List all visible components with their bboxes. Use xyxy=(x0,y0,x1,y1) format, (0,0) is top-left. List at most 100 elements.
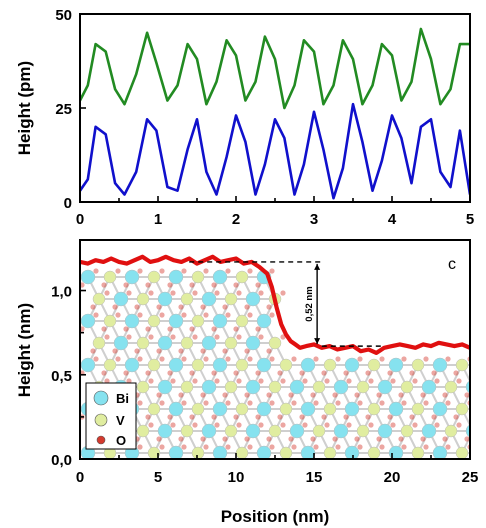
lattice-v-atom xyxy=(235,358,249,372)
top-y-tick-label: 50 xyxy=(55,7,72,24)
lattice-bi-atom xyxy=(388,401,404,417)
lattice-o-atom xyxy=(123,370,129,376)
lattice-o-atom xyxy=(464,392,470,398)
lattice-o-atom xyxy=(453,414,459,420)
lattice-v-atom xyxy=(444,380,458,394)
lattice-o-atom xyxy=(225,312,231,318)
lattice-o-atom xyxy=(93,268,99,274)
lattice-o-atom xyxy=(387,414,393,420)
lattice-bi-atom xyxy=(113,291,129,307)
lattice-o-atom xyxy=(280,334,286,340)
lattice-o-atom xyxy=(321,414,327,420)
lattice-o-atom xyxy=(244,304,250,310)
lattice-o-atom xyxy=(420,436,426,442)
lattice-o-atom xyxy=(90,348,96,354)
lattice-o-atom xyxy=(189,326,195,332)
lattice-v-atom xyxy=(136,380,150,394)
lattice-o-atom xyxy=(280,378,286,384)
bottom-y-tick-label: 0,5 xyxy=(51,368,72,385)
lattice-v-atom xyxy=(367,446,381,459)
lattice-bi-atom xyxy=(300,357,316,373)
lattice-bi-atom xyxy=(168,357,184,373)
lattice-bi-atom xyxy=(465,380,470,394)
lattice-v-atom xyxy=(180,380,194,394)
lattice-o-atom xyxy=(178,392,184,398)
top-series-line-2 xyxy=(80,102,470,200)
lattice-v-atom xyxy=(312,380,326,394)
lattice-bi-atom xyxy=(289,423,305,439)
top-x-tick-label: 5 xyxy=(466,211,474,228)
bottom-x-tick-label: 0 xyxy=(76,469,84,486)
lattice-bond xyxy=(473,409,484,431)
lattice-v-atom xyxy=(92,292,106,306)
lattice-o-atom xyxy=(236,378,242,384)
lattice-o-atom xyxy=(181,444,187,450)
lattice-bi-atom xyxy=(212,357,228,373)
lattice-o-atom xyxy=(156,348,162,354)
lattice-v-atom xyxy=(191,446,205,459)
lattice-o-atom xyxy=(310,436,316,442)
lattice-bi-atom xyxy=(344,401,360,417)
lattice-bi-atom xyxy=(245,423,261,439)
lattice-o-atom xyxy=(167,282,173,288)
lattice-o-atom xyxy=(104,378,110,384)
lattice-o-atom xyxy=(321,370,327,376)
lattice-bi-atom xyxy=(124,313,140,329)
lattice-v-atom xyxy=(367,358,381,372)
lattice-o-atom xyxy=(137,268,143,274)
lattice-o-atom xyxy=(211,282,217,288)
lattice-o-atom xyxy=(291,400,297,406)
lattice-o-atom xyxy=(412,422,418,428)
lattice-o-atom xyxy=(225,356,231,362)
lattice-o-atom xyxy=(170,334,176,340)
lattice-o-atom xyxy=(225,444,231,450)
lattice-o-atom xyxy=(225,268,231,274)
lattice-o-atom xyxy=(357,400,363,406)
lattice-o-atom xyxy=(189,370,195,376)
lattice-o-atom xyxy=(255,370,261,376)
lattice-o-atom xyxy=(145,370,151,376)
lattice-o-atom xyxy=(401,444,407,450)
lattice-bi-atom xyxy=(245,379,261,395)
lattice-o-atom xyxy=(291,444,297,450)
lattice-bi-atom xyxy=(432,357,448,373)
lattice-o-atom xyxy=(90,304,96,310)
lattice-o-atom xyxy=(247,444,253,450)
lattice-v-atom xyxy=(455,402,469,416)
lattice-o-atom xyxy=(387,370,393,376)
lattice-o-atom xyxy=(280,422,286,428)
lattice-o-atom xyxy=(159,312,165,318)
lattice-bi-atom xyxy=(477,446,486,460)
lattice-o-atom xyxy=(255,326,261,332)
step-height-label: 0,52 nm xyxy=(304,286,315,321)
lattice-o-atom xyxy=(335,356,341,362)
lattice-o-atom xyxy=(247,268,253,274)
lattice-o-atom xyxy=(222,392,228,398)
lattice-v-atom xyxy=(455,358,469,372)
lattice-v-atom xyxy=(323,446,337,459)
lattice-o-atom xyxy=(112,348,118,354)
lattice-o-atom xyxy=(189,282,195,288)
lattice-v-atom xyxy=(367,402,381,416)
lattice-o-atom xyxy=(247,356,253,362)
lattice-o-atom xyxy=(178,304,184,310)
lattice-o-atom xyxy=(203,400,209,406)
lattice-o-atom xyxy=(324,422,330,428)
lattice-o-atom xyxy=(456,378,462,384)
lattice-o-atom xyxy=(365,370,371,376)
lattice-v-atom xyxy=(191,270,205,284)
legend-marker-o xyxy=(96,435,106,445)
lattice-o-atom xyxy=(170,422,176,428)
lattice-bi-atom xyxy=(212,401,228,417)
lattice-o-atom xyxy=(343,370,349,376)
lattice-o-atom xyxy=(379,444,385,450)
bottom-x-tick-label: 5 xyxy=(154,469,162,486)
crystal-structure-background xyxy=(80,268,486,460)
lattice-v-atom xyxy=(191,314,205,328)
lattice-o-atom xyxy=(159,356,165,362)
bottom-chart-panel: 0,52 nm 0 5 10 15 20 250,00,51,0 Height (nm) … xyxy=(15,239,486,526)
legend-label-bi: Bi xyxy=(116,391,129,406)
lattice-bi-atom xyxy=(432,401,448,417)
top-series-line-1 xyxy=(80,27,470,110)
lattice-bi-atom xyxy=(212,313,228,329)
